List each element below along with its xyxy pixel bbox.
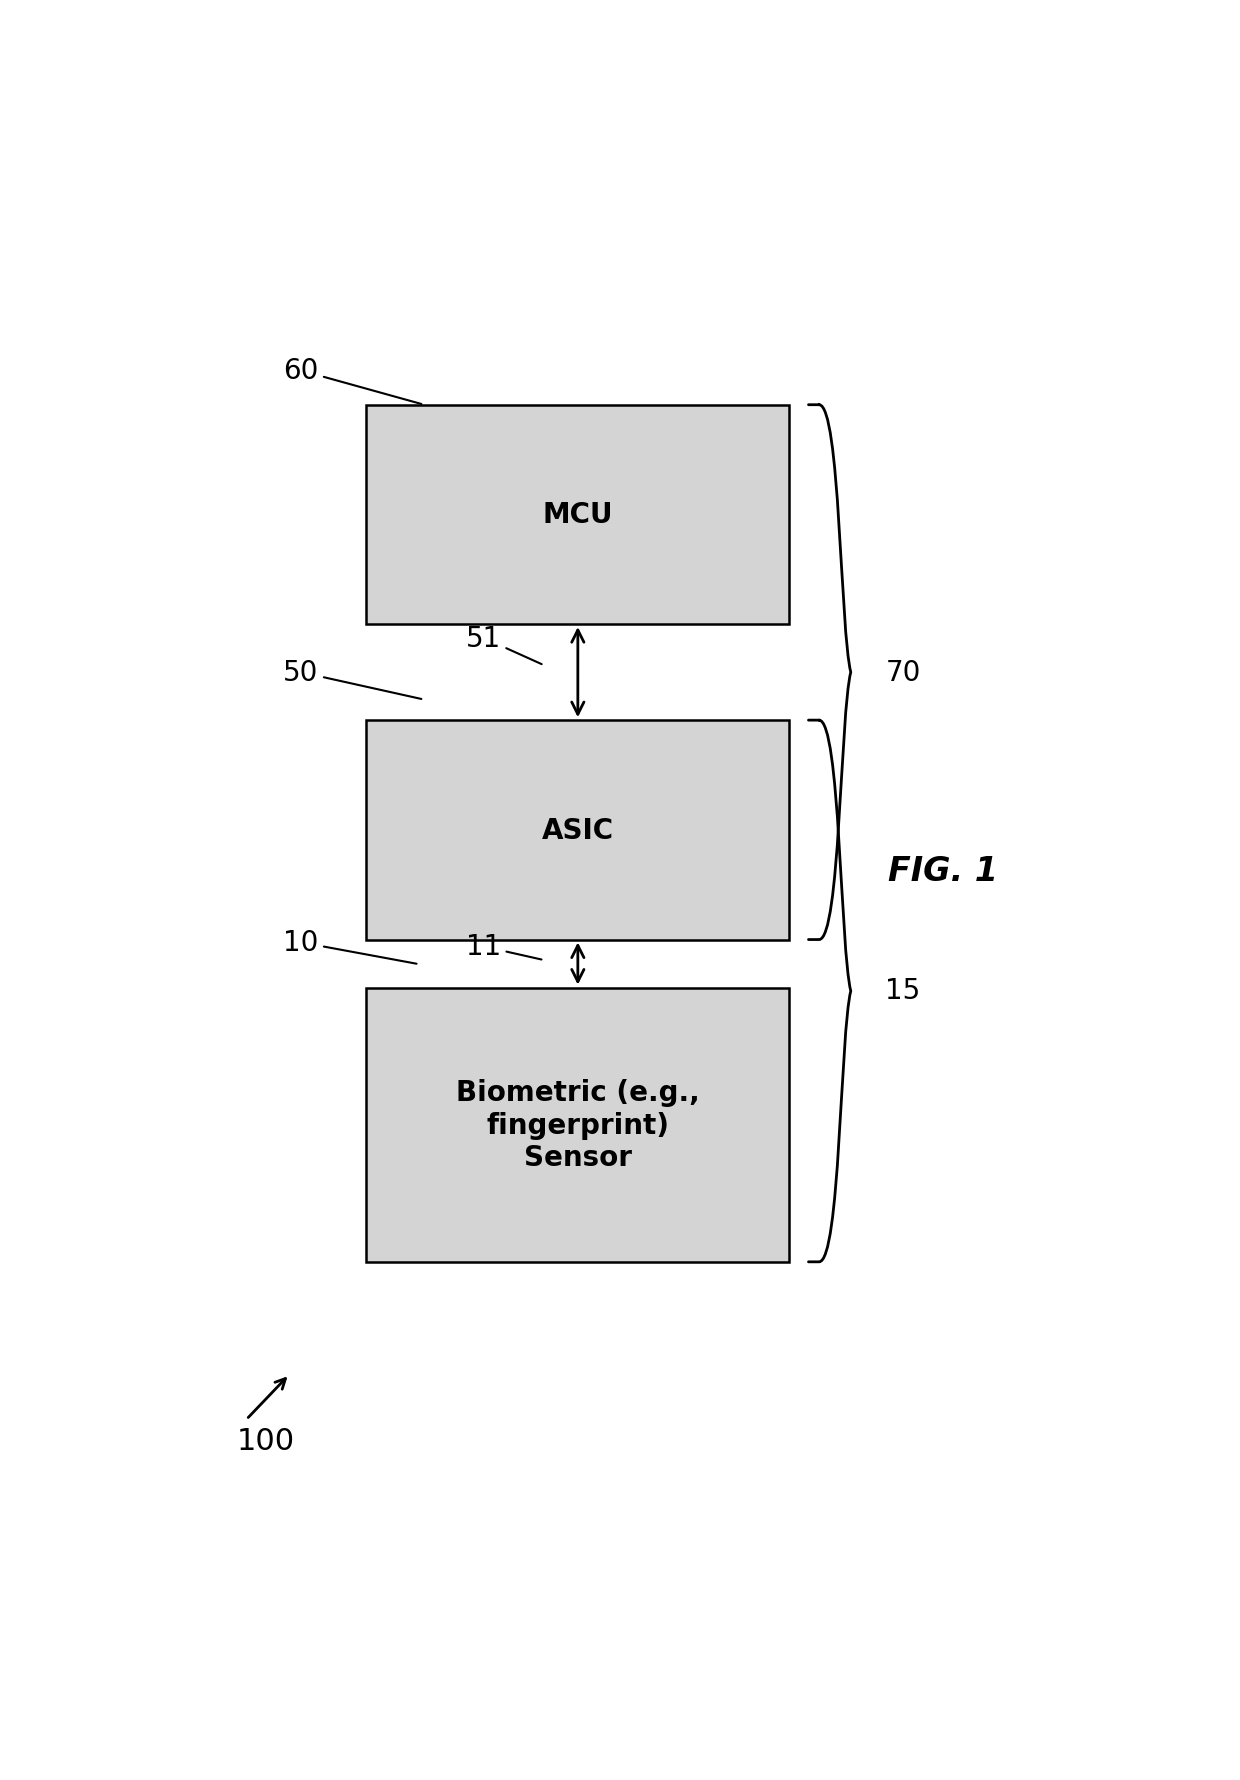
FancyBboxPatch shape: [367, 988, 789, 1262]
Text: 60: 60: [283, 358, 422, 404]
Text: 10: 10: [283, 929, 417, 965]
Text: 51: 51: [466, 625, 542, 664]
Text: 50: 50: [283, 659, 422, 700]
Text: 100: 100: [237, 1426, 295, 1456]
Text: 70: 70: [885, 659, 921, 687]
Text: FIG. 1: FIG. 1: [888, 854, 998, 888]
Text: Biometric (e.g.,
fingerprint)
Sensor: Biometric (e.g., fingerprint) Sensor: [456, 1079, 699, 1171]
Text: MCU: MCU: [543, 502, 613, 529]
FancyBboxPatch shape: [367, 721, 789, 940]
FancyBboxPatch shape: [367, 406, 789, 625]
Text: 15: 15: [885, 977, 920, 1004]
Text: 11: 11: [466, 933, 542, 961]
Text: ASIC: ASIC: [542, 817, 614, 844]
